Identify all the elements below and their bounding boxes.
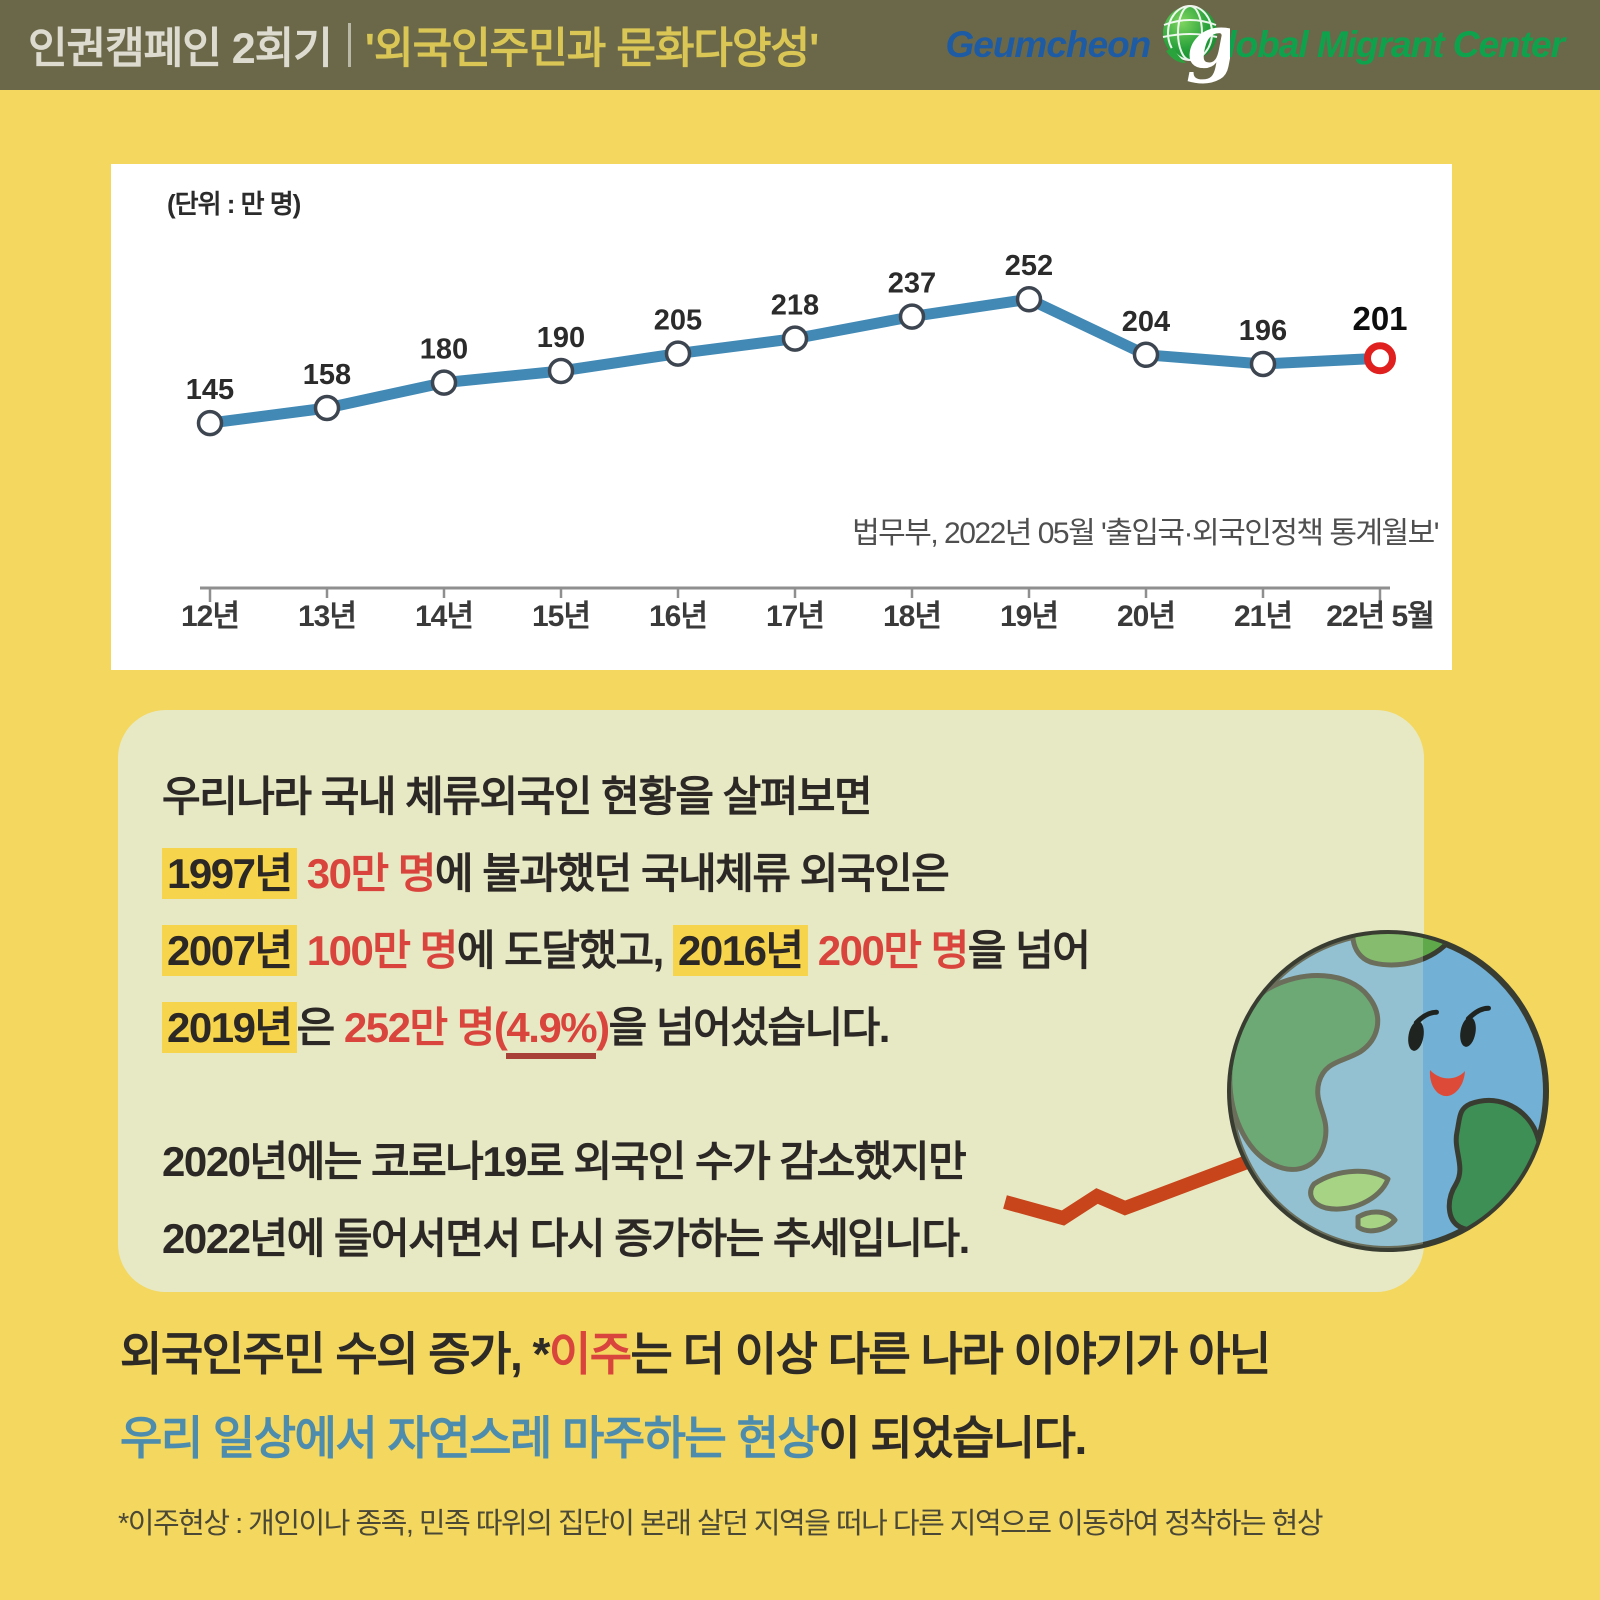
info-line-3: 2007년 100만 명에 도달했고, 2016년 200만 명을 넘어	[162, 912, 1091, 989]
title-divider	[347, 23, 351, 67]
value-label: 158	[303, 359, 351, 391]
data-point	[1249, 350, 1277, 378]
earth-mascot-icon	[1227, 930, 1549, 1252]
footnote: *이주현상 : 개인이나 종족, 민족 따위의 집단이 본래 살던 지역을 떠나…	[118, 1508, 1324, 1540]
chart-unit-label: (단위 : 만 명)	[167, 189, 301, 219]
text-run: 을 넘어	[967, 927, 1091, 974]
text-run: 이 되었습니다.	[818, 1412, 1087, 1464]
data-point	[898, 303, 926, 330]
value-label: 180	[420, 334, 468, 366]
data-point	[781, 325, 809, 352]
value-label: 237	[888, 268, 936, 300]
text-run: 4.9%	[506, 1004, 598, 1059]
text-run: 에 불과했던 국내체류 외국인은	[434, 850, 950, 897]
org-logo: Geumcheon g	[945, 0, 1565, 89]
data-point	[547, 357, 575, 385]
text-run: (	[493, 1004, 508, 1051]
info-line-6: 2022년에 들어서면서 다시 증가하는 추세입니다.	[162, 1200, 1089, 1277]
category-label: 16년	[649, 600, 707, 633]
mascot-face	[1408, 1005, 1491, 1097]
info-line-2: 1997년 30만 명에 불과했던 국내체류 외국인은	[162, 835, 1089, 912]
value-label: 205	[654, 305, 702, 337]
value-label: 190	[537, 322, 585, 354]
value-label: 218	[771, 290, 819, 322]
text-run: 252만 명	[343, 1004, 496, 1051]
value-label: 204	[1122, 306, 1170, 338]
category-label: 14년	[415, 600, 473, 633]
category-label: 15년	[532, 600, 590, 633]
text-run: )	[596, 1004, 610, 1051]
header-bar: 인권캠페인 2회기 '외국인주민과 문화다양성' Geumcheon	[0, 0, 1600, 90]
text-run: 는 더 이상 다른 나라 이야기가 아닌	[630, 1328, 1272, 1380]
conclusion-line-2: 우리 일상에서 자연스레 마주하는 현상이 되었습니다.	[120, 1396, 1270, 1480]
text-run: 200만 명	[817, 927, 970, 974]
conclusion-text: 외국인주민 수의 증가, *이주는 더 이상 다른 나라 이야기가 아닌 우리 …	[120, 1312, 1272, 1480]
info-text: 우리나라 국내 체류외국인 현황을 살펴보면 1997년 30만 명에 불과했던…	[162, 758, 1091, 1277]
text-run	[808, 927, 818, 974]
info-box: 우리나라 국내 체류외국인 현황을 살펴보면 1997년 30만 명에 불과했던…	[118, 710, 1424, 1292]
text-run: 을 넘어섰습니다.	[608, 1004, 891, 1051]
logo-globe-icon: g	[1156, 0, 1238, 89]
text-run: 2022년에 들어서면서 다시 증가하는 추세입니다.	[162, 1215, 970, 1262]
data-point	[313, 394, 341, 422]
category-label: 17년	[766, 600, 824, 633]
data-point-current	[1364, 342, 1396, 375]
text-run	[297, 850, 307, 897]
globe-grid-icon: g	[1163, 0, 1238, 85]
category-label: 19년	[1000, 600, 1058, 633]
value-label: 145	[186, 374, 234, 406]
info-line-5: 2020년에는 코로나19로 외국인 수가 감소했지만	[162, 1123, 1089, 1200]
data-point	[664, 340, 692, 367]
data-point	[196, 409, 224, 437]
category-label: 20년	[1117, 600, 1175, 633]
text-run: 2020년에는 코로나19로 외국인 수가 감소했지만	[162, 1138, 967, 1185]
data-point	[1132, 341, 1160, 369]
line-chart: 12년 13년 14년 15년 16년 17년 18년 19년 20년 21년 22년 5월 145 1…	[181, 250, 1435, 633]
category-label: 22년 5월	[1326, 600, 1434, 633]
data-point	[1015, 285, 1043, 313]
text-run: 100만 명	[306, 927, 459, 974]
text-run: 30만 명	[306, 850, 437, 897]
earth-mascot	[1208, 910, 1570, 1272]
chart-card: 12년 13년 14년 15년 16년 17년 18년 19년 20년 21년 22년 5월 145 1…	[111, 164, 1452, 670]
text-run: 은	[296, 1004, 344, 1051]
text-run: 2019년	[162, 1002, 297, 1053]
logo-text-global-migrant-center: lobal Migrant Center	[1226, 24, 1565, 65]
chart-source: 법무부, 2022년 05월 '출입국·외국인정책 통계월보'	[852, 517, 1439, 550]
text-run: 1997년	[162, 848, 297, 899]
info-line-1: 우리나라 국내 체류외국인 현황을 살펴보면	[162, 758, 1089, 835]
text-run: 2016년	[673, 925, 808, 976]
category-label: 12년	[181, 600, 239, 633]
logo-text-geumcheon: Geumcheon	[945, 24, 1151, 65]
category-label: 13년	[298, 600, 356, 633]
value-label: 196	[1239, 315, 1287, 347]
text-run: 우리 일상에서 자연스레 마주하는 현상	[120, 1412, 820, 1464]
category-label: 21년	[1234, 600, 1292, 633]
logo-letter-g: g	[1186, 1, 1230, 85]
text-run: 2007년	[162, 925, 297, 976]
data-point	[430, 369, 458, 396]
value-label: 201	[1352, 300, 1407, 337]
category-label: 18년	[883, 600, 941, 633]
text-run: 이주	[548, 1328, 632, 1380]
text-run: 외국인주민 수의 증가, *	[120, 1328, 550, 1380]
page-title: 인권캠페인 2회기 '외국인주민과 문화다양성'	[28, 14, 820, 76]
value-label: 252	[1005, 250, 1053, 282]
text-run	[297, 927, 307, 974]
conclusion-line-1: 외국인주민 수의 증가, *이주는 더 이상 다른 나라 이야기가 아닌	[120, 1312, 1272, 1396]
text-run: 에 도달했고,	[456, 927, 673, 974]
campaign-title: 인권캠페인 2회기	[28, 25, 333, 73]
info-line-4: 2019년 은 252만 명(4.9%)을 넘어섰습니다.	[162, 989, 1089, 1066]
campaign-subtitle: '외국인주민과 문화다양성'	[364, 25, 820, 73]
text-run: 우리나라 국내 체류외국인 현황을 살펴보면	[162, 773, 873, 820]
